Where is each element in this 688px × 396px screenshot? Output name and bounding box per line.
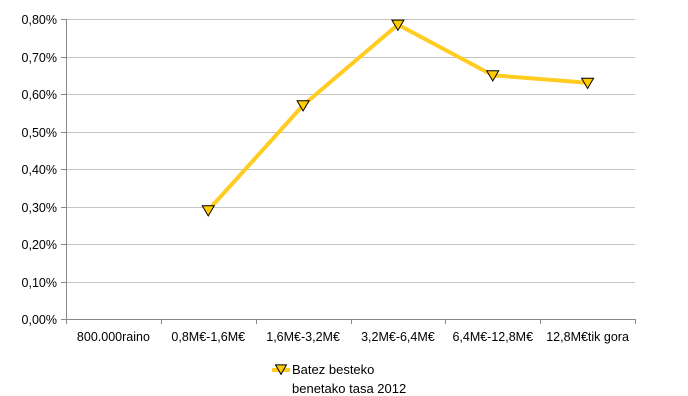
axes: [61, 19, 636, 324]
x-tick-label: 12,8M€tik gora: [546, 330, 629, 344]
y-tick-label: 0,40%: [22, 163, 57, 177]
y-axis-tick-labels: 0,00% 0,10% 0,20% 0,30% 0,40% 0,50% 0,60% 0,70%…: [22, 13, 57, 327]
y-tick-label: 0,50%: [22, 126, 57, 140]
data-point-marker: [391, 19, 405, 32]
data-point-marker: [580, 77, 595, 90]
series-layer: [201, 19, 595, 217]
legend-label: benetako tasa 2012: [292, 381, 406, 396]
data-point-marker: [485, 70, 500, 82]
series-line: [206, 22, 590, 213]
data-point-marker: [201, 205, 216, 217]
y-tick-label: 0,60%: [22, 88, 57, 102]
legend-label: Batez besteko: [292, 362, 374, 377]
y-tick-label: 0,10%: [22, 276, 57, 290]
x-tick-label: 0,8M€-1,6M€: [171, 330, 245, 344]
y-tick-label: 0,00%: [22, 313, 57, 327]
x-axis-tick-labels: 800.000raino 0,8M€-1,6M€ 1,6M€-3,2M€ 3,2M€-…: [77, 330, 629, 344]
grid-lines: [66, 19, 635, 283]
y-tick-label: 0,20%: [22, 238, 57, 252]
y-tick-label: 0,80%: [22, 13, 57, 27]
data-point-marker: [296, 100, 310, 112]
x-tick-label: 6,4M€-12,8M€: [452, 330, 533, 344]
y-tick-label: 0,30%: [22, 201, 57, 215]
x-tick-label: 800.000raino: [77, 330, 150, 344]
x-tick-label: 1,6M€-3,2M€: [266, 330, 340, 344]
y-tick-label: 0,70%: [22, 51, 57, 65]
x-tick-label: 3,2M€-6,4M€: [361, 330, 435, 344]
legend-swatch-marker: [274, 364, 288, 376]
legend: Batez besteko benetako tasa 2012: [272, 362, 406, 396]
